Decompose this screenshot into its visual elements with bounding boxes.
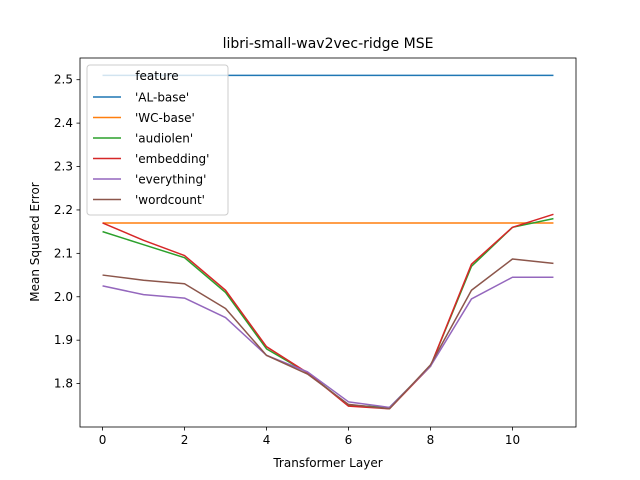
legend-label: 'everything' — [135, 173, 206, 187]
x-tick-label: 10 — [505, 433, 520, 447]
y-tick-label: 2.1 — [54, 246, 73, 260]
legend-label: 'embedding' — [135, 152, 209, 166]
legend-items: 'AL-base' 'WC-base' 'audiolen' 'embedding' '… — [93, 91, 209, 207]
series-lines — [102, 74, 554, 410]
x-axis: 0 2 4 6 8 10 — [99, 427, 520, 447]
y-tick-label: 2.3 — [54, 160, 73, 174]
x-tick-label: 2 — [181, 433, 189, 447]
series-line-4 — [102, 276, 554, 409]
y-tick-label: 2.0 — [54, 290, 73, 304]
y-axis-label: Mean Squared Error — [28, 182, 42, 302]
y-tick-label: 1.8 — [54, 377, 73, 391]
x-axis-label: Transformer Layer — [272, 456, 382, 470]
legend-box — [86, 64, 229, 216]
legend-label: 'AL-base' — [135, 91, 189, 105]
y-axis: 1.8 1.9 2.0 2.1 2.2 2.3 2.4 2.5 — [54, 73, 80, 391]
axes-frame — [79, 57, 577, 428]
y-tick-label: 2.2 — [54, 203, 73, 217]
x-tick-label: 4 — [263, 433, 271, 447]
legend-title: feature — [135, 69, 178, 83]
legend-label: 'wordcount' — [135, 193, 205, 207]
series-line-5 — [102, 258, 554, 410]
legend: feature 'AL-base' 'WC-base' 'audiolen' 'emb… — [86, 64, 229, 216]
y-tick-label: 2.4 — [54, 116, 73, 130]
x-tick-label: 8 — [427, 433, 435, 447]
y-tick-label: 1.9 — [54, 333, 73, 347]
chart-title: libri-small-wav2vec-ridge MSE — [223, 36, 434, 52]
y-tick-label: 2.5 — [54, 73, 73, 87]
legend-label: 'audiolen' — [135, 132, 193, 146]
plot-area: 0 2 4 6 8 10 1.8 1.9 2.0 2.1 2.2 2.3 2.4 2.5 — [54, 57, 577, 447]
x-tick-label: 0 — [99, 433, 107, 447]
legend-label: 'WC-base' — [135, 111, 195, 125]
x-tick-label: 6 — [345, 433, 353, 447]
